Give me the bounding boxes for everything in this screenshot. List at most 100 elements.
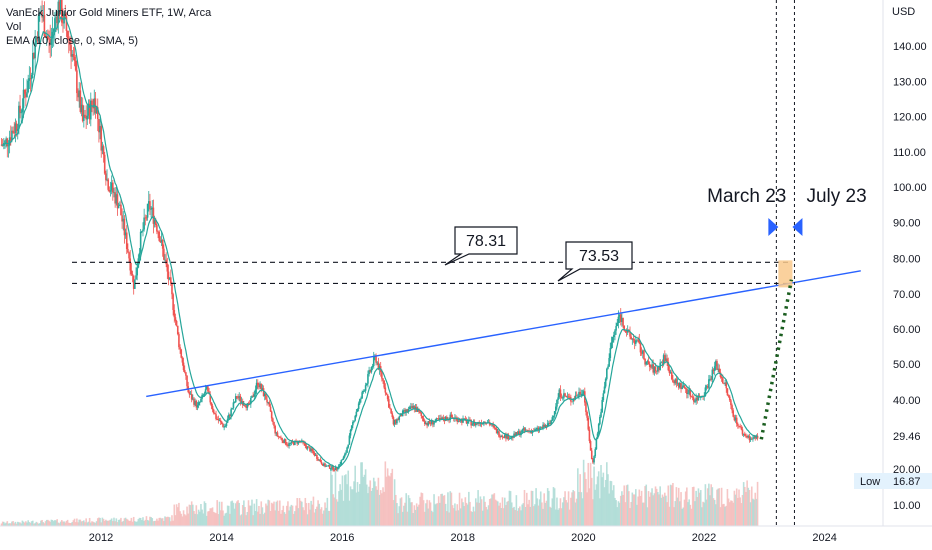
- volume-bar: [595, 484, 598, 526]
- vertical-markers[interactable]: March 23 July 23: [707, 0, 867, 526]
- volume-bar: [735, 488, 738, 526]
- volume-bar: [596, 476, 599, 526]
- candle-body: [606, 368, 608, 379]
- volume-bar: [647, 491, 650, 526]
- volume-bar: [216, 500, 218, 526]
- chart-title[interactable]: VanEck Junior Gold Miners ETF, 1W, Arca: [6, 7, 212, 19]
- volume-bar: [473, 511, 476, 526]
- level-callout[interactable]: 78.31: [444, 226, 518, 266]
- volume-bar: [190, 501, 193, 526]
- candle-body: [748, 435, 751, 441]
- volume-bar: [27, 520, 29, 526]
- candle-body: [328, 465, 331, 469]
- candle-body: [32, 52, 34, 75]
- volume-bar: [52, 521, 55, 526]
- horizontal-levels[interactable]: 78.31 73.53: [72, 226, 792, 284]
- volume-bar: [368, 486, 370, 526]
- candle-body: [756, 435, 759, 439]
- volume-bar: [583, 472, 586, 526]
- candle-body: [568, 396, 571, 398]
- candle-body: [388, 399, 390, 408]
- candle-body: [682, 385, 685, 388]
- volume-bar: [26, 522, 28, 526]
- volume-bar: [517, 508, 520, 526]
- candle-body: [470, 419, 472, 426]
- candle-body: [429, 423, 432, 425]
- volume-bar: [492, 494, 494, 526]
- volume-bar: [123, 518, 126, 526]
- volume-bar: [534, 504, 536, 526]
- volume-bar: [323, 510, 325, 526]
- volume-bar: [9, 523, 12, 526]
- candle-body: [269, 406, 272, 412]
- level-callout[interactable]: 73.53: [557, 241, 633, 282]
- volume-bar: [555, 509, 557, 526]
- candle-body: [741, 429, 744, 435]
- candle-body: [754, 436, 757, 439]
- x-tick-label: 2018: [451, 532, 475, 544]
- trendline[interactable]: [146, 270, 861, 398]
- candle-body: [167, 271, 170, 280]
- candle-body: [347, 444, 350, 448]
- ema-line: [1, 16, 758, 469]
- candle-body: [163, 248, 165, 260]
- candle-body: [6, 138, 9, 147]
- volume-bar: [355, 492, 358, 526]
- candle-body: [8, 137, 11, 146]
- volume-bar: [754, 492, 757, 526]
- candle-body: [713, 366, 716, 371]
- volume-bar: [381, 493, 383, 526]
- volume-bar: [619, 495, 622, 526]
- volume-bar: [292, 513, 295, 526]
- volume-bar: [157, 520, 159, 526]
- volume-bar: [650, 492, 652, 526]
- volume-bar: [655, 488, 658, 526]
- volume-bar: [88, 517, 91, 526]
- candle-body: [233, 402, 236, 403]
- candle-body: [156, 224, 158, 232]
- x-tick-label: 2024: [812, 532, 836, 544]
- candle-body: [390, 408, 392, 414]
- volume-bar: [308, 502, 310, 526]
- volume-bar: [384, 461, 387, 526]
- volume-bar: [318, 503, 321, 526]
- candle-body: [134, 279, 136, 289]
- volume-bar: [59, 521, 62, 526]
- volume-bar: [166, 516, 169, 526]
- candle-body: [647, 361, 650, 364]
- candle-body: [662, 355, 665, 364]
- candle-body: [183, 370, 186, 373]
- candle-body: [227, 414, 230, 419]
- volume-bar: [29, 522, 32, 526]
- candle-body: [263, 393, 266, 397]
- candle-body: [718, 368, 721, 373]
- ema-indicator-label[interactable]: EMA (10, close, 0, SMA, 5): [6, 35, 139, 47]
- candle-body: [657, 366, 659, 372]
- candle-body: [503, 434, 506, 438]
- candle-body: [232, 402, 235, 409]
- candle-body: [597, 424, 600, 434]
- volume-bar: [420, 492, 423, 526]
- volume-bar: [623, 485, 626, 526]
- candle-body: [109, 190, 112, 192]
- volume-bar: [279, 500, 281, 526]
- volume-bar: [153, 520, 156, 526]
- volume-bar: [621, 491, 623, 526]
- volume-indicator-label[interactable]: Vol: [6, 21, 22, 33]
- candle-body: [426, 422, 428, 426]
- volume-bar: [270, 502, 273, 526]
- volume-bar: [255, 499, 258, 526]
- volume-bar: [454, 503, 456, 526]
- candle-body: [261, 388, 264, 390]
- candle-body: [386, 394, 389, 400]
- candle-body: [384, 387, 387, 393]
- candle-body: [145, 217, 148, 219]
- volume-bar: [138, 517, 141, 526]
- volume-bar: [62, 521, 64, 526]
- candle-body: [87, 103, 90, 116]
- volume-bar: [740, 503, 743, 526]
- candle-body: [153, 220, 156, 224]
- candle-body: [746, 435, 748, 438]
- volume-bar: [282, 505, 285, 526]
